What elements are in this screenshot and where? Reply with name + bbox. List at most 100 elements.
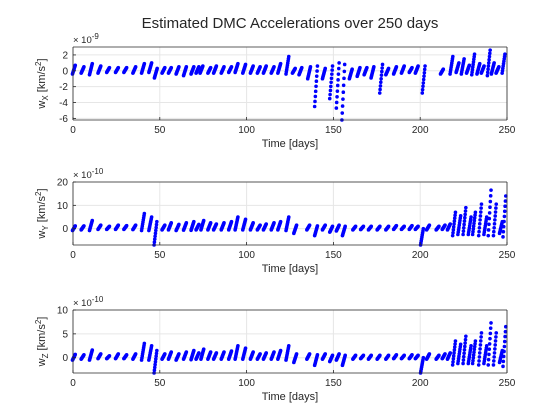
data-arc [194,222,201,232]
data-arc [424,223,432,232]
data-point [184,221,189,225]
data-point [503,329,508,334]
data-point [342,69,347,74]
data-point [155,66,159,71]
data-point [330,224,335,229]
figure-title: Estimated DMC Accelerations over 250 day… [142,15,439,32]
y-tick-label: 0 [62,66,68,77]
data-arc [454,61,461,75]
data-point [427,352,432,356]
data-arc [305,223,312,232]
x-tick-label: 250 [499,125,516,136]
data-arc [276,348,283,361]
data-point [451,354,456,358]
data-point [461,354,466,359]
data-point [152,365,157,370]
data-arc [113,352,121,361]
data-arc [290,66,298,75]
data-arc [494,65,501,75]
data-point [421,84,425,89]
data-arc [152,219,159,247]
x-tick-label: 250 [499,378,516,389]
data-arc [464,63,472,75]
data-arc [340,353,348,368]
data-point [313,94,318,99]
data-point [272,65,276,69]
y-tick-label: -4 [59,98,68,109]
data-point [487,216,492,221]
data-point [472,347,477,352]
data-point [327,96,332,101]
data-arc [470,210,478,237]
y-axis-label: wZ [km/s2] [34,317,50,368]
data-arc [160,65,167,75]
data-arc [104,354,112,361]
data-arc [469,52,477,77]
data-point [124,223,129,228]
data-point [489,321,493,325]
data-arc [166,350,174,361]
data-arc [248,350,255,361]
data-point [350,67,354,72]
data-point [336,78,340,82]
data-arc [240,217,248,232]
subplot-wy: 0 50 100 150 200 250 0 10 20 × 10-10 Time [days] wY… [34,167,516,275]
data-point [278,348,283,353]
y-tick-label: 20 [57,178,69,189]
data-point [493,214,498,218]
data-arc [131,65,138,75]
data-point [377,91,382,95]
data-series [70,321,508,375]
data-arc [240,346,248,361]
data-point [421,77,426,82]
data-point [90,348,95,352]
data-series [70,188,508,247]
data-arc [248,64,255,75]
x-tick-label: 50 [154,378,166,389]
data-point [258,65,262,69]
data-point [450,363,455,367]
data-point [458,214,463,218]
data-point [90,61,95,66]
data-point [450,233,455,238]
data-point [451,225,456,229]
data-point [378,84,383,88]
data-arc [113,223,121,232]
data-point [197,65,201,69]
data-arc [407,223,414,232]
x-tick-label: 100 [238,378,255,389]
data-point [378,80,383,85]
data-point [313,89,318,94]
data-point [293,66,298,71]
data-point [394,353,399,357]
data-arc [391,223,399,232]
data-point [342,76,346,81]
data-arc [334,223,341,233]
data-arc [327,64,335,101]
data-point [73,224,78,228]
data-arc [211,351,219,361]
data-arc [122,223,129,232]
data-arc [340,224,348,238]
data-arc [399,353,407,361]
data-arc [489,61,496,76]
data-arc [456,214,463,237]
data-point [491,233,496,238]
data-arc [255,223,262,232]
data-point [337,352,341,356]
data-point [487,342,492,346]
exponent-label: × 10-10 [73,167,104,181]
data-point [503,334,507,339]
data-point [286,54,291,59]
data-point [323,352,328,356]
data-point [470,361,475,366]
data-point [229,65,234,69]
data-point [73,352,78,357]
data-arc [269,65,276,75]
data-arc [269,350,276,361]
data-point [184,350,189,354]
data-point [98,223,103,227]
data-point [453,342,457,346]
data-arc [486,321,493,367]
